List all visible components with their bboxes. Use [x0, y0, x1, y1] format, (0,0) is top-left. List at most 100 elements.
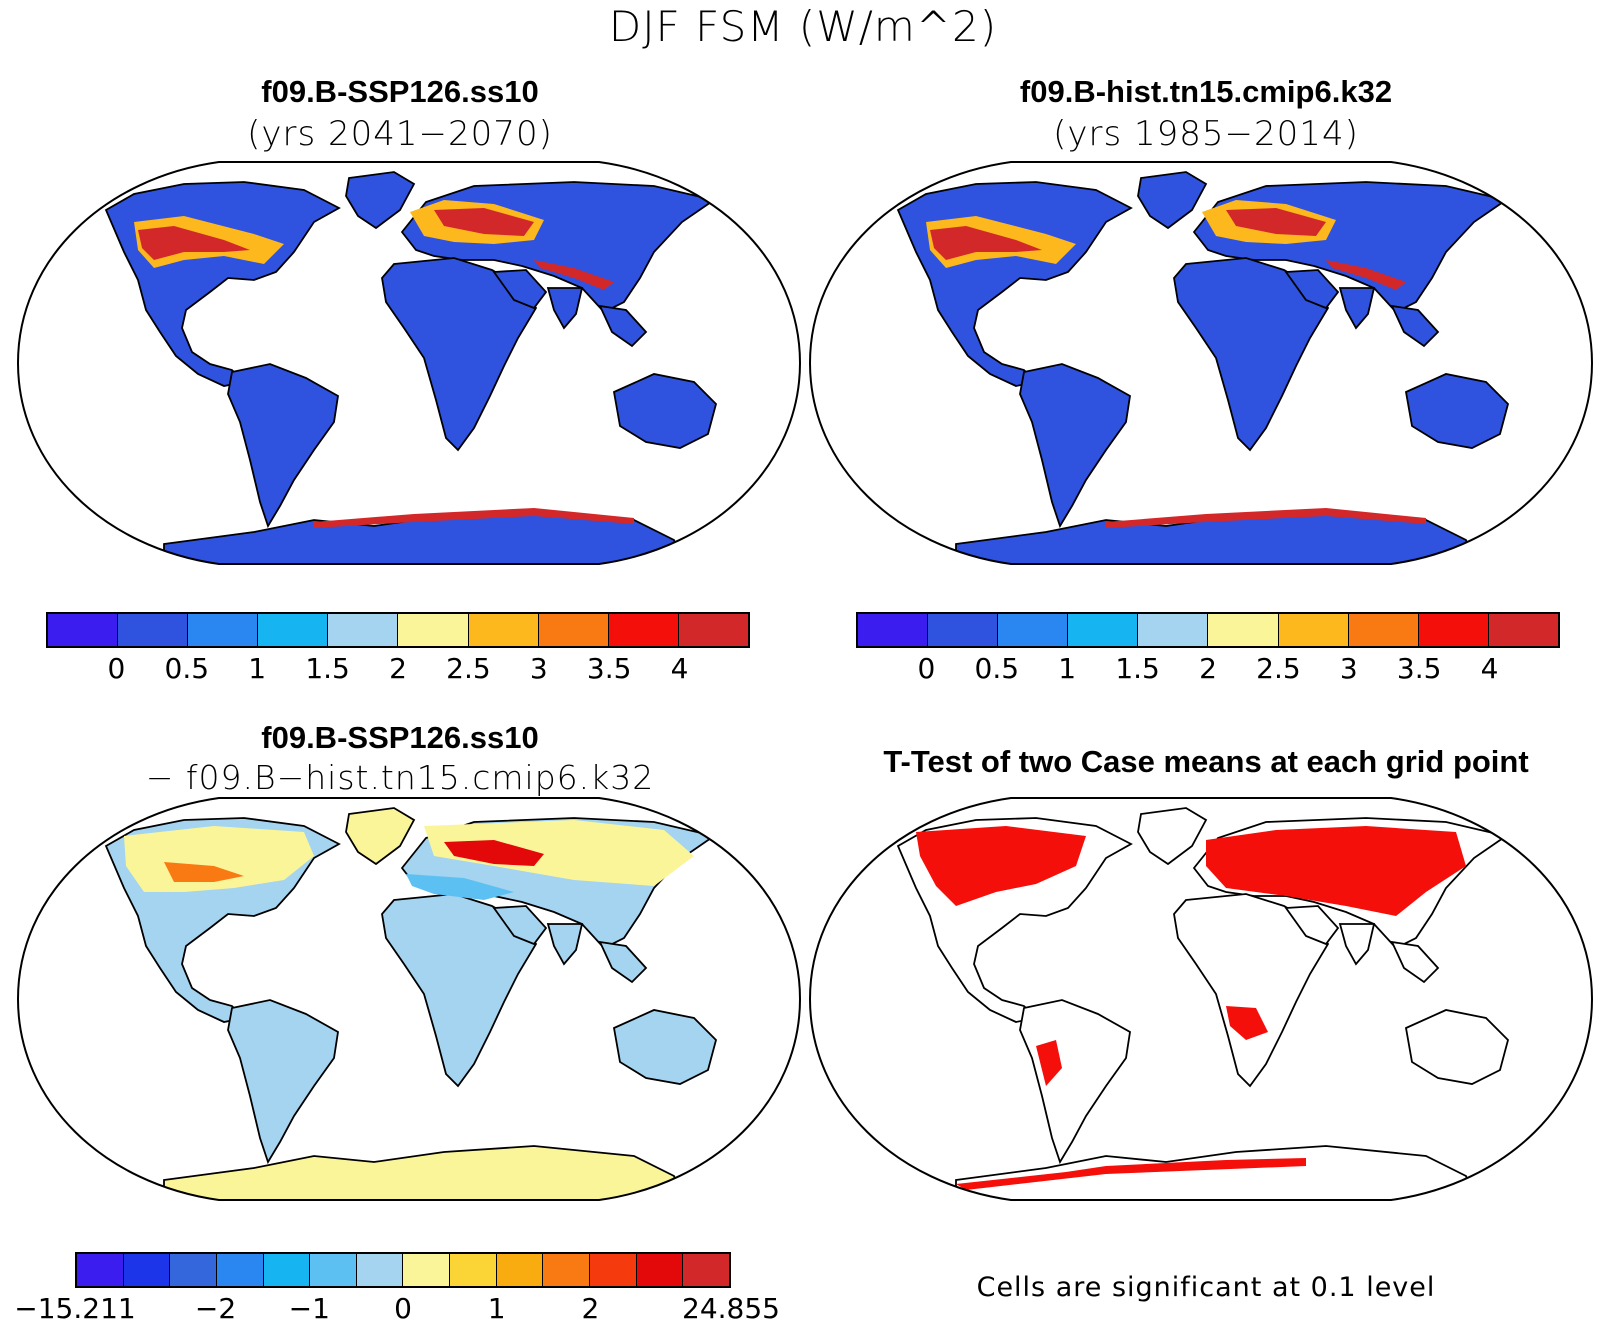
continent-arabia: [492, 269, 548, 310]
map-land-group: [104, 807, 718, 1200]
colorbar-cell: [356, 1254, 404, 1286]
continent-australia: [612, 1009, 718, 1085]
colorbar-cell: [328, 614, 399, 646]
continent-namerica: [104, 181, 341, 387]
colorbar-tick-label: 3.5: [586, 652, 632, 685]
map-frame: [16, 797, 802, 1201]
colorbar-tick-label: 3.5: [1396, 652, 1442, 685]
continent-india: [546, 923, 584, 966]
continent-australia: [1404, 373, 1510, 449]
colorbar-tick-label: 3: [529, 652, 548, 685]
colorbar-cell: [1488, 614, 1558, 646]
sig-antarctica: [956, 1158, 1306, 1190]
continent-australia: [612, 373, 718, 449]
colorbar-tick-label: −1: [288, 1292, 330, 1325]
colorbar-tick-label: 2: [581, 1292, 600, 1325]
continent-india: [1338, 923, 1376, 966]
colorbar-tick-label: −15.211: [14, 1292, 136, 1325]
continent-samerica: [227, 363, 339, 529]
panel-tl-case: f09.B-SSP126.ss10: [261, 74, 539, 109]
colorbar-cell: [543, 1254, 591, 1286]
colorbar-tick-label: −2: [194, 1292, 237, 1325]
colorbar-cell: [1348, 614, 1419, 646]
map-bottom-left: [16, 797, 802, 1201]
continent-antarctica: [163, 1145, 686, 1200]
colorbar-tick-label: 0: [394, 1292, 412, 1325]
continent-arabia: [492, 905, 548, 946]
colorbar-tick-label: 0: [917, 652, 936, 685]
sig-eurasia: [1206, 826, 1466, 916]
hotspot-antarctica: [1106, 508, 1426, 528]
sig-southern-africa: [1226, 1006, 1268, 1040]
map-bottom-right: [808, 797, 1594, 1201]
colorbar-tick-label: 1: [1058, 652, 1077, 685]
map-land-group: [896, 171, 1510, 564]
colorbar-tick-label: 4: [1480, 652, 1499, 685]
hotspot-namerica: [930, 226, 1042, 260]
figure-title: DJF FSM (W/m^2): [608, 2, 998, 51]
continent-arabia: [1284, 269, 1340, 310]
colorbar-cell: [123, 1254, 171, 1286]
colorbar-tick-label: 2: [389, 652, 407, 685]
colorbar-cell: [403, 1254, 451, 1286]
hotspot-himalaya: [534, 260, 614, 290]
colorbar-cell: [858, 614, 929, 646]
panel-bl-case: f09.B-SSP126.ss10: [261, 720, 539, 755]
map-frame: [808, 161, 1594, 565]
colorbar-cell: [263, 1254, 311, 1286]
colorbar-tick-label: 1.5: [1115, 652, 1160, 685]
colorbar-cell: [468, 614, 539, 646]
colorbar-cell: [450, 1254, 497, 1286]
colorbar-cell: [1138, 614, 1209, 646]
continent-seasia: [598, 304, 648, 348]
colorbar-bottom-left: [75, 1252, 731, 1288]
continent-arabia: [1284, 905, 1340, 946]
continent-india: [546, 287, 584, 330]
panel-tl-years: (yrs 2041−2070): [247, 114, 553, 154]
panel-bl-minus-case: − f09.B−hist.tn15.cmip6.k32: [145, 758, 655, 797]
colorbar-cell: [590, 1254, 637, 1286]
continent-greenland: [1137, 807, 1208, 866]
colorbar-cell: [216, 1254, 264, 1286]
hotspot-europe: [434, 208, 534, 236]
diff-europe-negative: [406, 874, 514, 900]
colorbar-cell: [1278, 614, 1349, 646]
hotspot-himalaya: [1326, 260, 1406, 290]
hotspot-europe: [1226, 208, 1326, 236]
continent-samerica: [1019, 363, 1131, 529]
colorbar-cell: [998, 614, 1069, 646]
map-top-left: [16, 161, 802, 565]
continent-antarctica: [955, 1145, 1478, 1200]
colorbar-cell: [683, 1254, 729, 1286]
colorbar-tick-label: 0: [107, 652, 126, 685]
colorbar-cell: [608, 614, 679, 646]
continent-india: [1338, 287, 1376, 330]
diff-eurasia-north: [424, 820, 694, 886]
colorbar-cell: [48, 614, 119, 646]
continent-greenland: [345, 807, 416, 866]
sig-samerica: [1036, 1040, 1062, 1086]
continent-seasia: [598, 940, 648, 984]
colorbar-tick-label: 2.5: [1256, 652, 1301, 685]
continent-australia: [1404, 1009, 1510, 1085]
continent-samerica: [1019, 999, 1131, 1165]
colorbar-cell: [258, 614, 329, 646]
colorbar-tick-label: 2: [1199, 652, 1217, 685]
colorbar-tick-label: 4: [670, 652, 689, 685]
continent-greenland: [1137, 171, 1208, 230]
colorbar-cell: [538, 614, 609, 646]
hotspot-antarctica: [314, 508, 634, 528]
colorbar-tick-label: 1: [248, 652, 267, 685]
colorbar-cell: [310, 1254, 357, 1286]
colorbar-cell: [1208, 614, 1279, 646]
colorbar-tick-label: 0.5: [974, 652, 1020, 685]
panel-br-title: T-Test of two Case means at each grid po…: [883, 744, 1529, 779]
colorbar-cell: [188, 614, 259, 646]
colorbar-cell: [928, 614, 999, 646]
diff-europe-peak: [444, 840, 544, 866]
continent-samerica: [227, 999, 339, 1165]
colorbar-cell: [398, 614, 469, 646]
continent-seasia: [1390, 940, 1440, 984]
colorbar-cell: [496, 1254, 544, 1286]
panel-tr-years: (yrs 1985−2014): [1053, 114, 1359, 154]
